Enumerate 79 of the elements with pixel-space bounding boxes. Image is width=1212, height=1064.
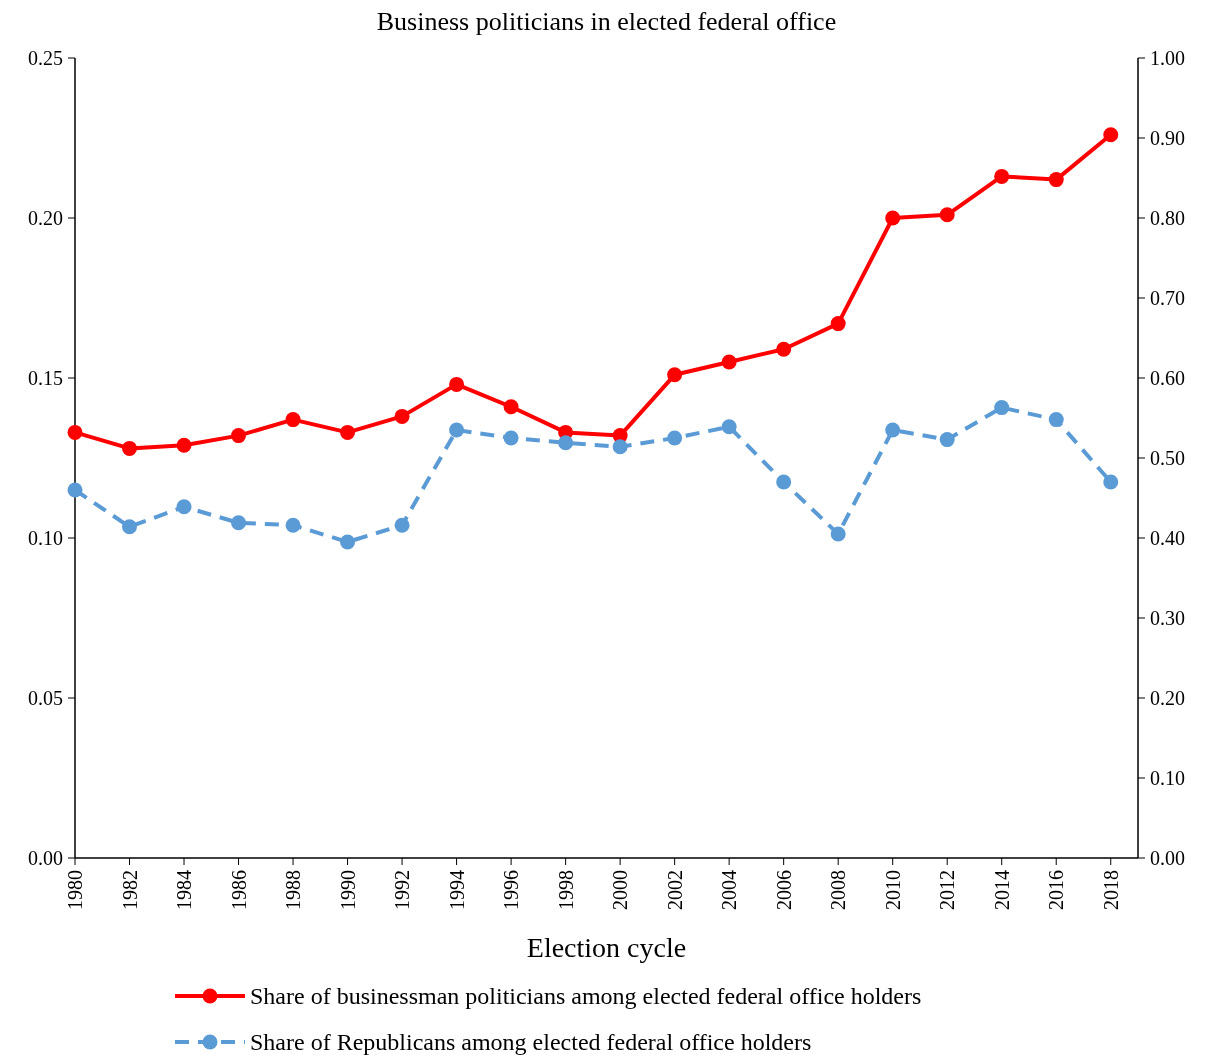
x-tick-label: 1982 — [118, 870, 141, 910]
point — [122, 519, 138, 535]
point — [612, 439, 628, 455]
y-tick-label: 0.25 — [28, 47, 63, 69]
legend-label: Share of businessman politicians among elected federal office holders — [250, 983, 922, 1010]
y2-tick-label: 1.00 — [1150, 47, 1185, 69]
x-tick-label: 1996 — [500, 870, 523, 910]
point — [449, 376, 465, 392]
x-tick-label: 2018 — [1099, 870, 1122, 910]
point — [939, 207, 955, 223]
y2-tick-label: 0.70 — [1150, 287, 1185, 309]
y-tick-label: 0.10 — [28, 527, 63, 549]
x-axis-title: Election cycle — [526, 932, 687, 963]
point — [830, 316, 846, 332]
x-tick-label: 1990 — [336, 870, 359, 910]
point — [1103, 474, 1119, 490]
point — [394, 408, 410, 424]
point — [939, 432, 955, 448]
y-tick-label: 0.05 — [28, 687, 63, 709]
point — [994, 168, 1010, 184]
point — [176, 437, 192, 453]
point — [721, 419, 737, 435]
x-tick-label: 2006 — [772, 870, 795, 910]
y2-tick-label: 0.30 — [1150, 607, 1185, 629]
point — [285, 517, 301, 533]
point — [340, 424, 356, 440]
x-tick-label: 2004 — [718, 870, 741, 910]
y2-tick-label: 0.40 — [1150, 527, 1185, 549]
y-tick-label: 0.00 — [28, 847, 63, 869]
point — [1048, 172, 1064, 188]
point — [285, 412, 301, 428]
point — [449, 422, 465, 438]
point — [340, 534, 356, 550]
point — [558, 435, 574, 451]
x-tick-label: 1980 — [64, 870, 86, 910]
x-tick-label: 2012 — [936, 870, 959, 910]
point — [1048, 412, 1064, 428]
y2-tick-label: 0.80 — [1150, 207, 1185, 229]
x-tick-label: 2000 — [609, 870, 632, 910]
x-tick-label: 2016 — [1045, 870, 1068, 910]
y-tick-label: 0.20 — [28, 207, 63, 229]
point — [994, 400, 1010, 416]
point — [394, 517, 410, 533]
y2-tick-label: 0.50 — [1150, 447, 1185, 469]
point — [885, 210, 901, 226]
y2-tick-label: 0.00 — [1150, 847, 1185, 869]
x-tick-label: 1984 — [173, 870, 196, 910]
y-tick-label: 0.15 — [28, 367, 63, 389]
point — [830, 526, 846, 542]
point — [667, 367, 683, 383]
x-tick-label: 2002 — [663, 870, 686, 910]
y2-tick-label: 0.60 — [1150, 367, 1185, 389]
y2-tick-label: 0.90 — [1150, 127, 1185, 149]
point — [776, 341, 792, 357]
x-tick-label: 2010 — [881, 870, 904, 910]
x-tick-label: 1992 — [391, 870, 414, 910]
point — [67, 482, 83, 498]
point — [176, 499, 192, 515]
point — [1103, 127, 1119, 143]
point — [503, 399, 519, 415]
chart-title: Business politicians in elected federal office — [376, 7, 837, 36]
y2-tick-label: 0.10 — [1150, 767, 1185, 789]
point — [503, 430, 519, 446]
x-tick-label: 2008 — [827, 870, 850, 910]
point — [667, 430, 683, 446]
x-tick-label: 2014 — [990, 870, 1013, 910]
point — [231, 428, 247, 444]
point — [67, 424, 83, 440]
point — [721, 354, 737, 370]
point — [122, 440, 138, 456]
x-tick-label: 1986 — [227, 870, 250, 910]
legend-label: Share of Republicans among elected federal office holders — [250, 1029, 812, 1056]
point — [776, 474, 792, 490]
y2-tick-label: 0.20 — [1150, 687, 1185, 709]
point — [885, 422, 901, 438]
x-tick-label: 1988 — [282, 870, 305, 910]
x-tick-label: 1998 — [554, 870, 577, 910]
x-tick-label: 1994 — [445, 870, 468, 910]
point — [231, 515, 247, 531]
